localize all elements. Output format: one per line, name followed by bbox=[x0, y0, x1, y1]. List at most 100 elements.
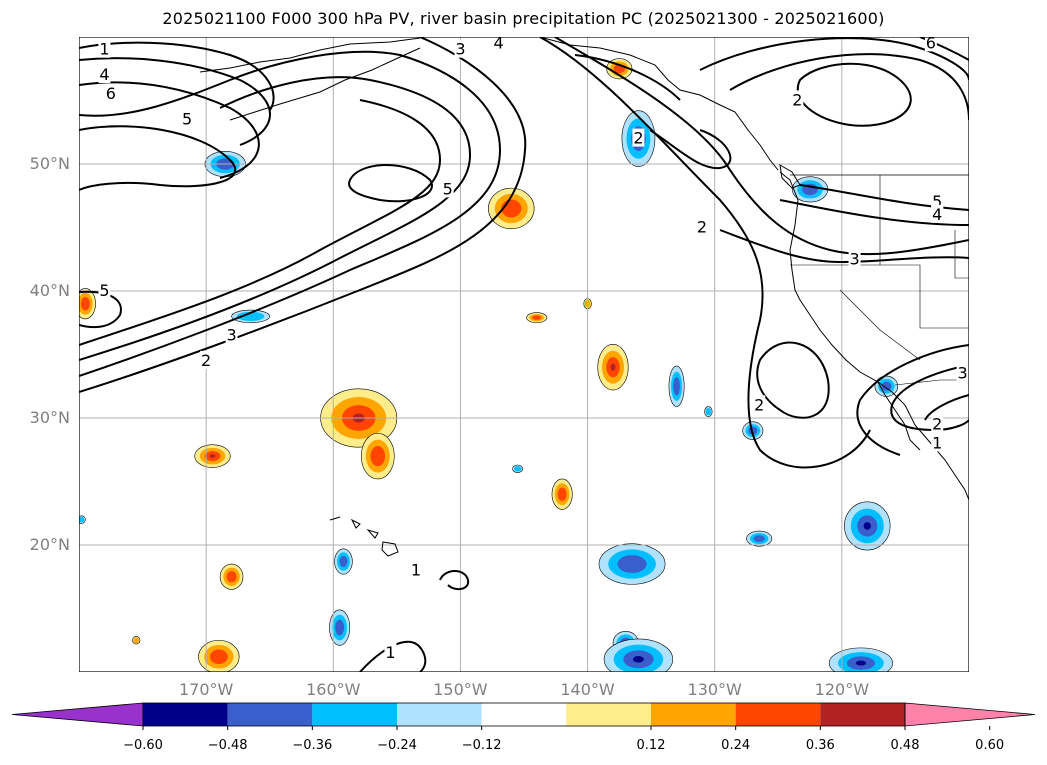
pv-contour-east-high bbox=[729, 53, 969, 121]
colorbar-swatch bbox=[227, 703, 313, 726]
negative-precip-area bbox=[704, 406, 713, 418]
contour-label: 1 bbox=[385, 643, 395, 662]
gulf-of-alaska-coast bbox=[539, 37, 779, 171]
pv-contour-5-loop bbox=[348, 164, 433, 203]
colorbar-tick-label: 0.24 bbox=[721, 738, 751, 753]
colorbar-tick-label: 0.36 bbox=[805, 738, 835, 753]
contour-label: 2 bbox=[633, 129, 643, 148]
colorbar-max-extend bbox=[904, 702, 1036, 727]
pv-contour-east-high-2 bbox=[699, 37, 969, 81]
colorbar-tick-label: 0.48 bbox=[890, 738, 920, 753]
contour-label-bg bbox=[791, 90, 804, 109]
longitude-label: 130°W bbox=[687, 680, 742, 699]
colorbar-swatch bbox=[651, 703, 736, 726]
pv-contour-3 bbox=[79, 81, 260, 179]
positive-precip-area bbox=[198, 639, 240, 672]
contour-label-bg bbox=[200, 350, 213, 369]
contour-label: 2 bbox=[697, 218, 707, 237]
baja-coast bbox=[877, 381, 921, 451]
contour-label-bg bbox=[409, 560, 422, 579]
colorbar-tick-label: 0.12 bbox=[636, 738, 666, 753]
positive-precip-area bbox=[526, 312, 548, 324]
contour-label: 3 bbox=[958, 364, 968, 383]
positive-precip-area bbox=[360, 432, 395, 480]
contour-label: 3 bbox=[455, 40, 465, 59]
hawaii-islands bbox=[329, 516, 399, 557]
contour-label-bg bbox=[98, 65, 111, 84]
negative-precip-area bbox=[512, 464, 524, 473]
pv-contour-1 bbox=[79, 41, 275, 111]
negative-precip-area bbox=[874, 375, 899, 397]
positive-precip-area bbox=[488, 187, 535, 230]
pv-contour-hawaii-1 bbox=[439, 570, 470, 591]
pv-contour-sw-3 bbox=[924, 394, 969, 421]
contour-label: 5 bbox=[443, 179, 453, 198]
contour-label: 4 bbox=[99, 65, 109, 84]
longitude-label: 170°W bbox=[178, 680, 234, 699]
colorbar-swatch bbox=[481, 703, 567, 726]
colorbar-swatch bbox=[735, 703, 821, 726]
contour-label-bg bbox=[848, 249, 861, 268]
latitude-label: 20°N bbox=[29, 535, 70, 554]
negative-precip-area bbox=[329, 609, 351, 646]
contour-label-bg bbox=[632, 128, 645, 147]
negative-precip-area bbox=[79, 515, 86, 524]
pv-contour-3-north bbox=[719, 229, 969, 264]
contour-label: 1 bbox=[411, 560, 421, 579]
pv-contour-4 bbox=[79, 125, 237, 191]
contour-label: 2 bbox=[792, 91, 802, 110]
pv-trough-2-outer bbox=[539, 37, 871, 469]
pv-trough-2-inner bbox=[554, 37, 969, 256]
contour-label-bg bbox=[98, 281, 111, 299]
alaska-coast bbox=[199, 37, 421, 121]
negative-precip-area bbox=[668, 365, 685, 407]
contour-label: 3 bbox=[849, 249, 859, 268]
positive-precip-area bbox=[194, 444, 231, 468]
pv-jet-mid bbox=[79, 50, 502, 377]
colorbar-tick-label: −0.24 bbox=[377, 738, 417, 753]
positive-precip-area bbox=[132, 636, 141, 645]
contour-label: 3 bbox=[226, 325, 236, 344]
contour-label-bg bbox=[696, 217, 708, 236]
pv-jet-inner bbox=[79, 76, 472, 361]
colorbar-swatch bbox=[143, 703, 228, 726]
contour-label: 2 bbox=[754, 395, 764, 414]
negative-precip-area bbox=[844, 501, 891, 551]
contour-label-bg bbox=[225, 325, 238, 344]
contour-label: 6 bbox=[926, 33, 936, 52]
longitude-label: 160°W bbox=[306, 680, 361, 699]
pv-jet-core bbox=[79, 99, 442, 346]
pv-contour-loop-2 bbox=[797, 62, 912, 127]
colorbar-frame bbox=[142, 702, 906, 727]
colorbar-tick-label: −0.48 bbox=[207, 738, 248, 753]
contour-label: 5 bbox=[932, 192, 942, 211]
contour-label-bg bbox=[753, 395, 766, 414]
pv-contour-alaska-1 bbox=[574, 54, 681, 101]
colorbar-swatch bbox=[566, 703, 651, 726]
contour-label-bg bbox=[956, 363, 969, 382]
pv-contour-sw-2 bbox=[890, 364, 969, 432]
contour-label: 5 bbox=[182, 110, 192, 129]
contour-label-bg bbox=[181, 109, 194, 128]
contour-label: 2 bbox=[201, 351, 211, 370]
state-borders bbox=[790, 175, 969, 361]
colorbar-tick-label: −0.12 bbox=[461, 738, 502, 753]
contour-label-bg bbox=[931, 414, 944, 433]
contour-label: 4 bbox=[932, 205, 942, 224]
pv-contour-2 bbox=[79, 57, 271, 146]
pv-contours bbox=[79, 37, 969, 672]
colorbar-swatch bbox=[820, 703, 905, 726]
contour-label-bg bbox=[931, 204, 944, 223]
pv-contour-sw-1 bbox=[856, 344, 969, 456]
negative-precip-area bbox=[603, 638, 674, 672]
contour-label: 2 bbox=[932, 414, 942, 433]
map-title: 2025021100 F000 300 hPa PV, river basin … bbox=[162, 9, 885, 28]
contour-label: 1 bbox=[99, 40, 109, 59]
pv-contour-bc-2 bbox=[649, 129, 732, 170]
pv-contour-5-north bbox=[799, 184, 969, 211]
contour-label: 5 bbox=[99, 281, 109, 300]
negative-precip-area bbox=[742, 421, 764, 440]
contour-label-bg bbox=[98, 39, 111, 58]
